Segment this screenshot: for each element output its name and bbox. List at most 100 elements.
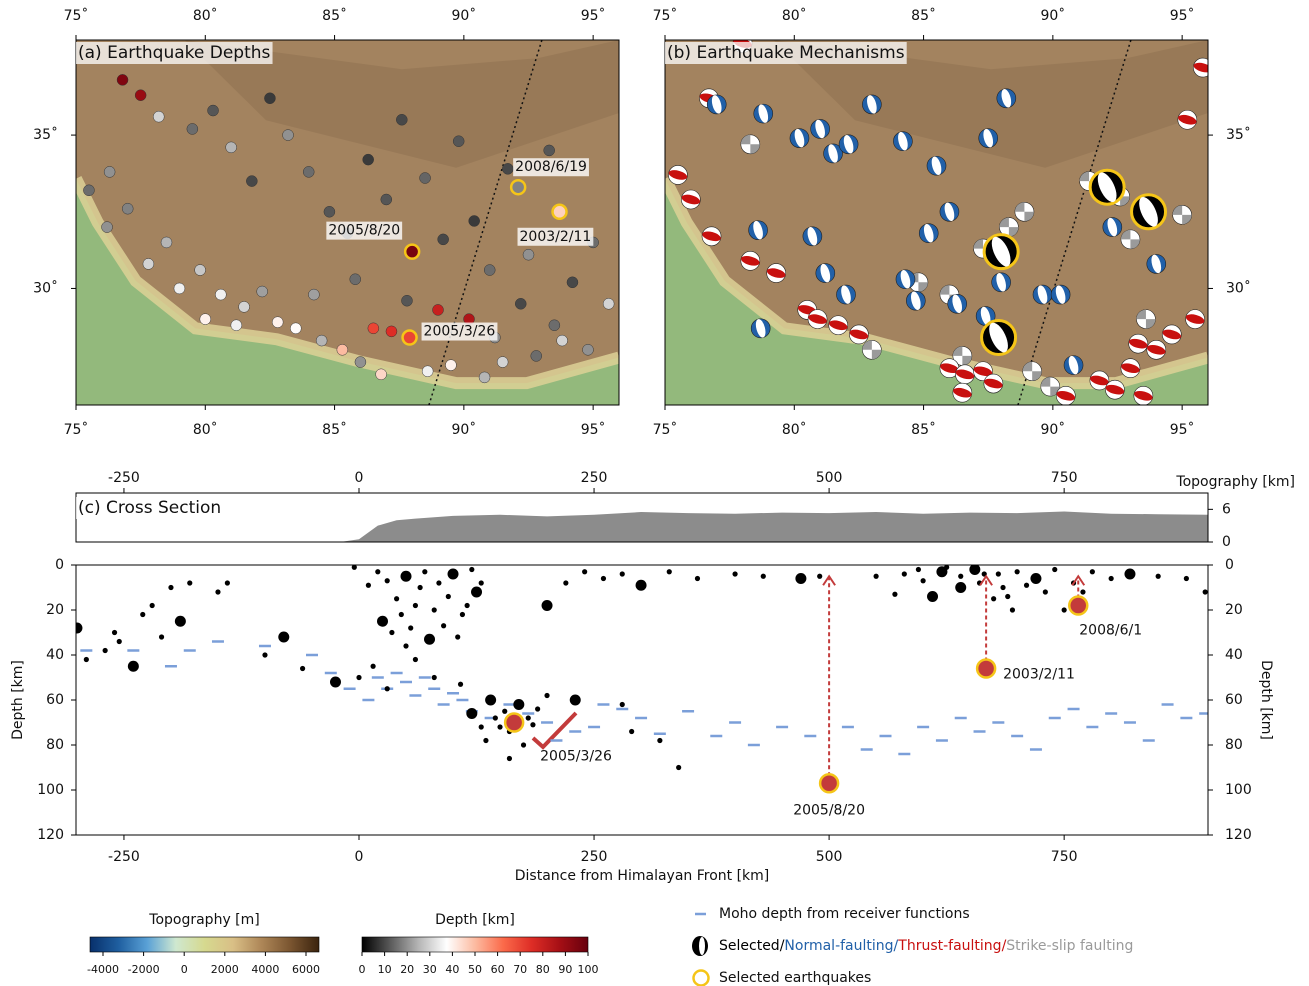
x-tick-label: 95˚	[1170, 421, 1195, 438]
legend-label: Selected earthquakes	[719, 970, 871, 986]
topo-tick-label: 6	[1222, 501, 1231, 517]
x-tick-label: 95˚	[1170, 7, 1195, 24]
earthquake	[441, 623, 446, 628]
selected-earthquake	[1069, 597, 1087, 615]
selected-earthquake	[977, 660, 995, 678]
colorbar	[90, 937, 319, 952]
earthquake	[507, 756, 512, 761]
x-tick-label: 80˚	[782, 421, 807, 438]
earthquake	[955, 582, 966, 593]
event-label: 2005/3/26	[424, 324, 496, 340]
y-tick-label: 0	[55, 557, 64, 573]
colorbar-tick-label: 60	[491, 963, 505, 976]
earthquake	[469, 567, 474, 572]
earthquake	[262, 652, 267, 657]
x-tick-label: 95˚	[581, 7, 606, 24]
beachball	[919, 223, 938, 244]
earthquake	[479, 580, 484, 585]
earthquake	[526, 715, 531, 720]
beachball	[707, 94, 726, 115]
panel-title: (b) Earthquake Mechanisms	[667, 43, 905, 63]
earthquake	[371, 664, 376, 669]
earthquake	[195, 265, 206, 276]
beachball	[807, 310, 828, 329]
colorbar-tick-label: 80	[536, 963, 550, 976]
earthquake	[290, 323, 301, 334]
earthquake	[153, 111, 164, 122]
beachball	[811, 119, 830, 140]
earthquake	[1109, 576, 1114, 581]
beachball	[749, 220, 768, 241]
earthquake	[479, 724, 484, 729]
earthquake	[1124, 569, 1135, 580]
earthquake	[969, 564, 980, 575]
beachball	[1128, 334, 1149, 353]
earthquake	[460, 612, 465, 617]
earthquake	[187, 123, 198, 134]
earthquake	[377, 616, 388, 627]
earthquake	[308, 289, 319, 300]
x-tick-label: 75˚	[64, 7, 89, 24]
earthquake	[1184, 576, 1189, 581]
beachball	[790, 128, 809, 149]
earthquake	[422, 569, 427, 574]
y-tick-label: 60	[1225, 692, 1243, 708]
beachball	[1173, 205, 1192, 224]
beachball	[1147, 254, 1166, 275]
x-tick-label: 500	[816, 849, 843, 865]
earthquake	[448, 569, 459, 580]
earthquake	[582, 344, 593, 355]
x-tick-label: 90˚	[451, 7, 476, 24]
beachball	[754, 103, 773, 124]
earthquake	[544, 145, 555, 156]
x-tick-label: 95˚	[581, 421, 606, 438]
earthquake	[1052, 567, 1057, 572]
beachball	[668, 165, 689, 184]
beachball	[839, 134, 858, 155]
beachball	[1064, 355, 1083, 376]
y-tick-label: 35˚	[1226, 126, 1251, 143]
x-tick-label: 75˚	[64, 421, 89, 438]
earthquake	[927, 591, 938, 602]
earthquake	[570, 695, 581, 706]
earthquake	[549, 320, 560, 331]
earthquake	[629, 729, 634, 734]
x-tick-label: 0	[355, 470, 364, 486]
beachball	[983, 374, 1004, 393]
colorbar-tick-label: 6000	[292, 963, 320, 976]
earthquake	[513, 699, 524, 710]
earthquake	[102, 222, 113, 233]
beachball	[997, 88, 1016, 109]
earthquake	[996, 571, 1001, 576]
earthquake	[466, 708, 477, 719]
beachball	[766, 264, 787, 283]
beachball	[828, 316, 849, 335]
selected-earthquake	[403, 331, 417, 345]
beachball	[741, 135, 760, 154]
colorbar-tick-label: 10	[378, 963, 392, 976]
earthquake	[676, 765, 681, 770]
beachball	[681, 190, 702, 209]
beachball	[1193, 58, 1214, 77]
earthquake	[300, 666, 305, 671]
y-tick-label: 80	[46, 737, 64, 753]
earthquake	[187, 580, 192, 585]
earthquake	[112, 630, 117, 635]
earthquake	[1024, 583, 1029, 588]
legend-entry: Thrust-faulting	[897, 938, 1001, 954]
earthquake	[916, 567, 921, 572]
beachball	[982, 320, 1016, 355]
colorbar-tick-label: 20	[400, 963, 414, 976]
earthquake	[356, 675, 361, 680]
earthquake	[215, 289, 226, 300]
earthquake	[761, 574, 766, 579]
earthquake	[159, 634, 164, 639]
earthquake	[515, 298, 526, 309]
earthquake	[433, 304, 444, 315]
earthquake	[231, 320, 242, 331]
earthquake	[420, 173, 431, 184]
beachball	[955, 365, 976, 384]
figure: 75˚75˚80˚80˚85˚85˚90˚90˚95˚95˚30˚35˚(a) …	[0, 0, 1309, 986]
icon-lens	[699, 937, 705, 955]
beachball	[816, 263, 835, 284]
